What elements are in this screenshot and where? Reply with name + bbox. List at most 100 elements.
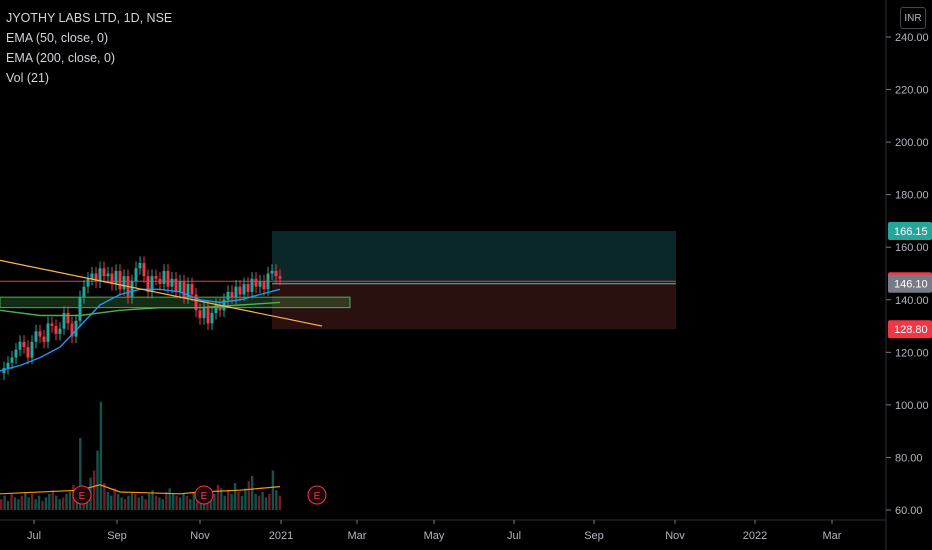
earnings-marker-label: E xyxy=(314,491,321,502)
candle-body xyxy=(202,307,206,319)
price-axis[interactable]: 240.00 220.00 200.00 180.00 160.00 140.00 120.… xyxy=(886,32,929,517)
candle-body xyxy=(114,270,118,285)
volume-bar xyxy=(182,493,185,510)
candle-body xyxy=(226,291,230,300)
earnings-marker[interactable] xyxy=(72,485,92,505)
volume-bar xyxy=(154,495,158,510)
candle-body xyxy=(230,291,234,298)
volume-bar xyxy=(92,470,96,510)
candle-body xyxy=(54,326,58,334)
candle-body xyxy=(122,276,126,290)
candle-body xyxy=(110,273,114,285)
candle-body xyxy=(194,294,198,311)
loss-zone[interactable] xyxy=(272,283,676,330)
volume-bar xyxy=(6,501,10,510)
time-axis[interactable]: Jul Sep Nov 2021 Mar May Jul Sep Nov 2022 Mar xyxy=(27,520,842,542)
candle-body xyxy=(158,278,162,285)
earnings-marker-label: E xyxy=(79,491,86,502)
volume-bar xyxy=(223,495,226,510)
volume-bar xyxy=(147,493,151,510)
price-tick-label: 160.00 xyxy=(895,242,929,254)
candle-body xyxy=(18,341,22,350)
candle-body xyxy=(6,362,10,369)
volume-bar xyxy=(137,497,140,510)
volume-bar xyxy=(168,488,171,510)
currency-button[interactable]: INR xyxy=(900,7,926,29)
volume-bar xyxy=(275,490,278,510)
candle-body xyxy=(246,284,250,292)
candle-body xyxy=(154,276,158,279)
time-tick-label: May xyxy=(424,530,445,542)
volume-bar xyxy=(244,488,247,510)
volume-bar xyxy=(120,497,123,510)
candle-body xyxy=(102,268,106,277)
candle-body xyxy=(118,270,122,290)
price-tag[interactable] xyxy=(888,222,932,241)
volume-bar xyxy=(240,495,244,510)
volume-bar xyxy=(172,493,175,510)
candle-body xyxy=(50,323,54,327)
candle-body xyxy=(98,268,102,282)
candle-body xyxy=(190,284,194,295)
candle-body xyxy=(38,331,42,337)
volume-bar xyxy=(0,499,3,510)
volume-label[interactable]: Vol (21) xyxy=(6,71,50,85)
candle-body xyxy=(46,323,50,342)
price-tag-label: 146.10 xyxy=(894,279,928,291)
ema50-label[interactable]: EMA (50, close, 0) xyxy=(6,31,109,45)
volume-bar xyxy=(233,483,237,510)
time-tick-label: Nov xyxy=(665,530,685,542)
candle-body xyxy=(254,278,258,287)
candle-body xyxy=(86,278,90,287)
time-tick-label: Mar xyxy=(823,530,842,542)
candle-body xyxy=(14,349,18,358)
earnings-marker[interactable] xyxy=(307,485,327,505)
volume-bar xyxy=(96,450,99,510)
symbol-title[interactable]: JYOTHY LABS LTD, 1D, NSE xyxy=(6,11,173,25)
price-tick-label: 200.00 xyxy=(895,137,929,149)
volume-bar xyxy=(185,495,189,510)
time-tick-label: Sep xyxy=(584,530,604,542)
candle-body xyxy=(82,286,86,298)
time-tick-label: Sep xyxy=(107,530,127,542)
ema200-line[interactable] xyxy=(0,301,281,317)
candle-body xyxy=(74,320,78,337)
trend-line[interactable] xyxy=(0,259,323,327)
price-tag[interactable] xyxy=(888,320,932,339)
volume-bar xyxy=(68,492,72,510)
candle-body xyxy=(238,286,242,295)
candle-body xyxy=(278,276,282,279)
profit-zone[interactable] xyxy=(272,231,676,284)
time-tick-label: 2021 xyxy=(269,530,293,542)
volume-bar xyxy=(271,470,275,510)
candle-body xyxy=(210,312,214,324)
time-tick-label: Mar xyxy=(348,530,367,542)
candle-body xyxy=(10,357,14,363)
volume-bar xyxy=(110,495,113,510)
volume-bar xyxy=(55,495,58,510)
volume-bar xyxy=(130,492,134,510)
ema200-label[interactable]: EMA (200, close, 0) xyxy=(6,51,116,65)
time-tick-label: Jul xyxy=(27,530,41,542)
candle-body xyxy=(58,328,62,334)
candle-body xyxy=(142,262,146,277)
volume-bar xyxy=(237,492,240,510)
price-tick-label: 140.00 xyxy=(895,295,929,307)
price-tick-label: 180.00 xyxy=(895,190,929,202)
volume-bar xyxy=(144,499,147,510)
price-tag[interactable] xyxy=(888,274,932,293)
volume-bar xyxy=(178,497,182,510)
volume-bar xyxy=(20,495,23,510)
support-zone[interactable] xyxy=(0,296,351,309)
volume-bar xyxy=(161,499,164,510)
volume-bar xyxy=(134,493,137,510)
candle-body xyxy=(62,312,66,329)
candle-body xyxy=(234,286,238,298)
price-tick-label: 60.00 xyxy=(895,505,923,517)
volume-bar xyxy=(213,493,216,510)
earnings-marker[interactable] xyxy=(194,485,214,505)
candle-body xyxy=(22,341,26,348)
volume-bar xyxy=(189,499,192,510)
volume-bar xyxy=(61,497,65,510)
